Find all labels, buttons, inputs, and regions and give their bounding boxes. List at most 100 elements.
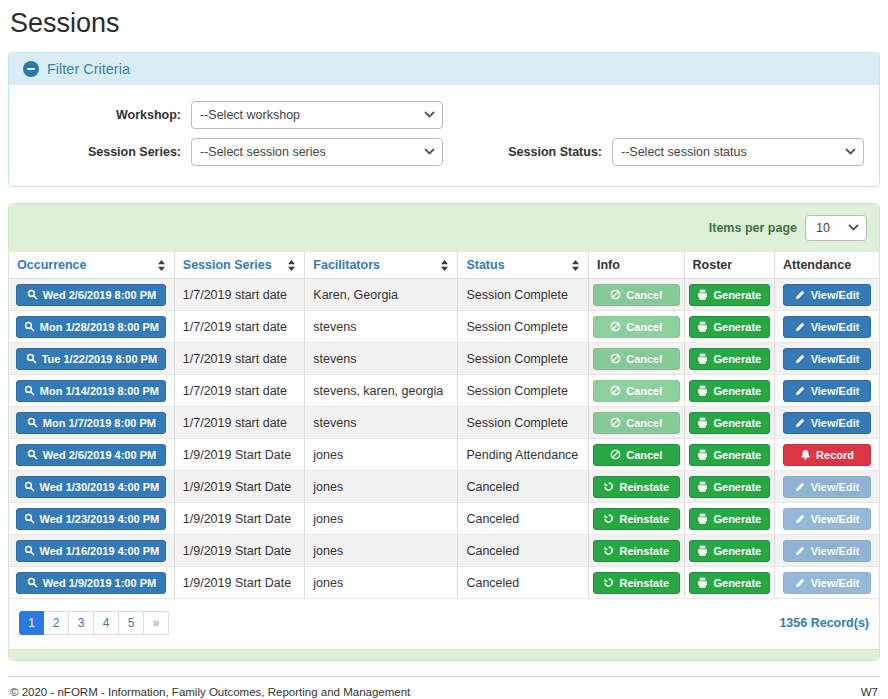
pagination-page-5[interactable]: 5 (119, 611, 144, 635)
generate-button[interactable]: Generate (689, 380, 770, 402)
table-row: Wed 2/6/2019 8:00 PM1/7/2019 start dateK… (9, 279, 879, 311)
generate-button[interactable]: Generate (689, 444, 770, 466)
view-edit-button[interactable]: View/Edit (783, 284, 871, 306)
column-header-status[interactable]: Status (458, 252, 589, 279)
occurrence-cell: Wed 1/16/2019 4:00 PM (9, 535, 174, 567)
search-icon (24, 385, 35, 396)
filter-title: Filter Criteria (47, 61, 130, 77)
view-edit-button[interactable]: View/Edit (783, 540, 871, 562)
pagination-page-4[interactable]: 4 (94, 611, 119, 635)
session-status-select[interactable]: --Select session status (612, 138, 864, 166)
generate-button[interactable]: Generate (689, 412, 770, 434)
occurrence-button[interactable]: Wed 1/16/2019 4:00 PM (16, 540, 166, 562)
collapse-minus-icon[interactable] (23, 61, 39, 77)
page-title: Sessions (10, 8, 880, 39)
occurrence-button[interactable]: Mon 1/14/2019 8:00 PM (16, 380, 166, 402)
sort-icon[interactable] (287, 259, 296, 272)
reinstate-button[interactable]: Reinstate (593, 476, 680, 498)
cancel-button[interactable]: Cancel (593, 284, 680, 306)
reinstate-button[interactable]: Reinstate (593, 540, 680, 562)
generate-button[interactable]: Generate (689, 572, 770, 594)
session-series-select[interactable]: --Select session series (191, 138, 443, 166)
view-edit-button-label: View/Edit (811, 289, 860, 301)
column-header-roster: Roster (684, 252, 774, 279)
occurrence-button[interactable]: Tue 1/22/2019 8:00 PM (16, 348, 166, 370)
view-edit-button[interactable]: View/Edit (783, 380, 871, 402)
occurrence-button[interactable]: Wed 1/9/2019 1:00 PM (16, 572, 166, 594)
column-header-info: Info (588, 252, 684, 279)
occurrence-cell: Tue 1/22/2019 8:00 PM (9, 343, 174, 375)
occurrence-button[interactable]: Mon 1/7/2019 8:00 PM (16, 412, 166, 434)
cancel-button[interactable]: Cancel (593, 444, 680, 466)
status-cell: Session Complete (458, 279, 589, 311)
printer-icon (697, 385, 708, 396)
sort-icon[interactable] (157, 259, 166, 272)
pagination-row: 12345» 1356 Record(s) (9, 599, 879, 649)
generate-button[interactable]: Generate (689, 284, 770, 306)
record-button[interactable]: Record (783, 444, 871, 466)
view-edit-button[interactable]: View/Edit (783, 348, 871, 370)
workshop-field: Workshop: --Select workshop (23, 101, 444, 129)
occurrence-button[interactable]: Wed 2/6/2019 4:00 PM (16, 444, 166, 466)
filter-spacer (444, 101, 865, 129)
column-header-facilitators[interactable]: Facilitators (305, 252, 458, 279)
cancel-button[interactable]: Cancel (593, 316, 680, 338)
search-icon (24, 321, 35, 332)
occurrence-button[interactable]: Wed 1/30/2019 4:00 PM (16, 476, 166, 498)
reinstate-button-label: Reinstate (619, 545, 669, 557)
session-series-cell: 1/9/2019 Start Date (174, 503, 305, 535)
sessions-table: OccurrenceSession SeriesFacilitatorsStat… (9, 252, 879, 599)
generate-button-label: Generate (713, 545, 761, 557)
workshop-select[interactable]: --Select workshop (191, 101, 443, 129)
sort-icon[interactable] (440, 259, 449, 272)
table-row: Wed 1/23/2019 4:00 PM 1/9/2019 Start Date… (9, 503, 879, 535)
occurrence-button-label: Wed 2/6/2019 8:00 PM (43, 289, 157, 301)
view-edit-button[interactable]: View/Edit (783, 316, 871, 338)
occurrence-button[interactable]: Mon 1/28/2019 8:00 PM (16, 316, 166, 338)
reinstate-button[interactable]: Reinstate (593, 508, 680, 530)
cancel-button[interactable]: Cancel (593, 348, 680, 370)
status-cell: Session Complete (458, 311, 589, 343)
view-edit-button[interactable]: View/Edit (783, 476, 871, 498)
roster-cell: Generate (684, 407, 774, 439)
table-row: Mon 1/14/2019 8:00 PM1/7/2019 start date… (9, 375, 879, 407)
reinstate-icon (603, 545, 614, 556)
session-series-cell: 1/7/2019 start date (174, 343, 305, 375)
view-edit-button[interactable]: View/Edit (783, 572, 871, 594)
generate-button[interactable]: Generate (689, 476, 770, 498)
filter-panel-header[interactable]: Filter Criteria (9, 53, 879, 85)
occurrence-button[interactable]: Wed 2/6/2019 8:00 PM (16, 284, 166, 306)
occurrence-cell: Mon 1/7/2019 8:00 PM (9, 407, 174, 439)
status-cell: Session Complete (458, 375, 589, 407)
generate-button[interactable]: Generate (689, 508, 770, 530)
cancel-button[interactable]: Cancel (593, 412, 680, 434)
view-edit-button-label: View/Edit (811, 577, 860, 589)
table-row: Mon 1/7/2019 8:00 PM1/7/2019 start dates… (9, 407, 879, 439)
items-per-page-select[interactable]: 10 (805, 215, 867, 241)
filter-panel: Filter Criteria Workshop: --Select works… (8, 52, 880, 187)
reinstate-button[interactable]: Reinstate (593, 572, 680, 594)
pagination-page-3[interactable]: 3 (69, 611, 94, 635)
column-header-session-series[interactable]: Session Series (174, 252, 305, 279)
cancel-button[interactable]: Cancel (593, 380, 680, 402)
generate-button[interactable]: Generate (689, 348, 770, 370)
pagination-page-2[interactable]: 2 (44, 611, 69, 635)
generate-button[interactable]: Generate (689, 540, 770, 562)
sort-icon[interactable] (571, 259, 580, 272)
view-edit-button[interactable]: View/Edit (783, 412, 871, 434)
pagination-next-button[interactable]: » (144, 611, 169, 635)
occurrence-cell: Wed 2/6/2019 4:00 PM (9, 439, 174, 471)
printer-icon (697, 513, 708, 524)
pagination-page-1[interactable]: 1 (19, 611, 44, 635)
pagination: 12345» (19, 611, 169, 635)
generate-button[interactable]: Generate (689, 316, 770, 338)
occurrence-button[interactable]: Wed 1/23/2019 4:00 PM (16, 508, 166, 530)
view-edit-button[interactable]: View/Edit (783, 508, 871, 530)
workshop-select-wrap: --Select workshop (191, 101, 443, 129)
facilitators-cell: stevens (305, 407, 458, 439)
column-header-occurrence[interactable]: Occurrence (9, 252, 174, 279)
column-label: Info (597, 258, 620, 272)
roster-cell: Generate (684, 311, 774, 343)
occurrence-button-label: Mon 1/14/2019 8:00 PM (40, 385, 159, 397)
occurrence-button-label: Mon 1/7/2019 8:00 PM (43, 417, 156, 429)
